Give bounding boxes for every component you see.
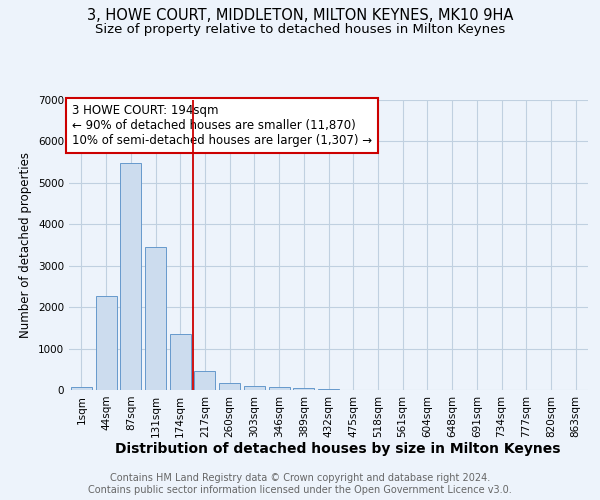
Bar xyxy=(95,296,116,390)
Bar xyxy=(120,163,141,390)
Bar xyxy=(170,334,191,390)
Bar xyxy=(71,387,92,390)
Text: 3 HOWE COURT: 194sqm
← 90% of detached houses are smaller (11,870)
10% of semi-d: 3 HOWE COURT: 194sqm ← 90% of detached h… xyxy=(71,104,372,148)
Bar xyxy=(194,371,215,390)
Text: Distribution of detached houses by size in Milton Keynes: Distribution of detached houses by size … xyxy=(115,442,560,456)
Bar xyxy=(244,386,265,390)
Bar xyxy=(269,387,290,390)
Bar xyxy=(145,248,166,390)
Text: Size of property relative to detached houses in Milton Keynes: Size of property relative to detached ho… xyxy=(95,22,505,36)
Text: Contains HM Land Registry data © Crown copyright and database right 2024.
Contai: Contains HM Land Registry data © Crown c… xyxy=(88,474,512,495)
Bar xyxy=(219,382,240,390)
Text: 3, HOWE COURT, MIDDLETON, MILTON KEYNES, MK10 9HA: 3, HOWE COURT, MIDDLETON, MILTON KEYNES,… xyxy=(87,8,513,22)
Bar xyxy=(293,388,314,390)
Bar xyxy=(318,388,339,390)
Y-axis label: Number of detached properties: Number of detached properties xyxy=(19,152,32,338)
